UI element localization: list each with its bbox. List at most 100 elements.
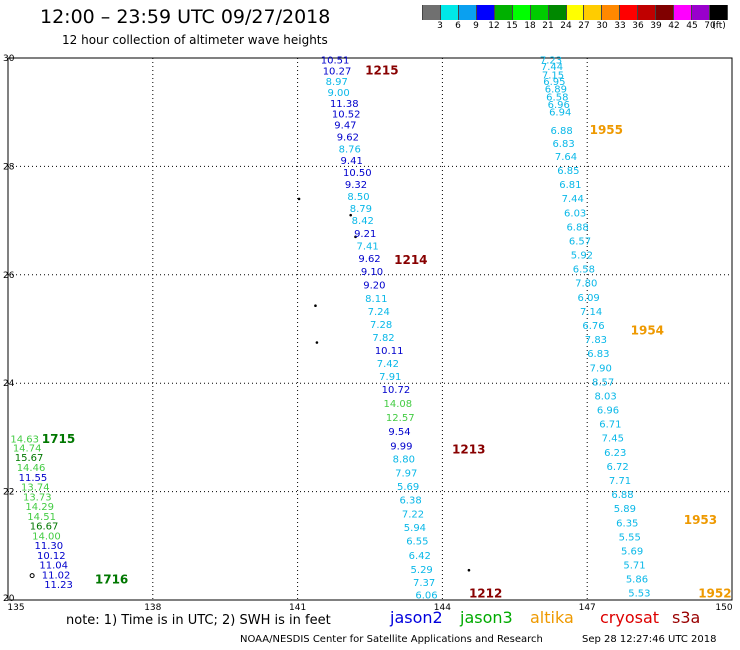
wave-height-label: 7.24: [368, 307, 390, 318]
y-tick-label: 22: [3, 488, 14, 498]
wave-height-label: 8.76: [339, 144, 361, 155]
colorbar-tick-label: 21: [542, 21, 554, 31]
colorbar-tick-label: 15: [506, 21, 518, 31]
wave-height-label: 14.63: [10, 434, 39, 445]
wave-height-label: 7.44: [541, 62, 563, 73]
legend-jason2: jason2: [390, 608, 443, 627]
island-marker: [467, 568, 471, 572]
wave-height-label: 9.32: [345, 180, 367, 191]
wave-height-label: 5.69: [621, 546, 643, 557]
colorbar-cell: [620, 5, 639, 20]
island-marker: [315, 341, 319, 344]
wave-height-label: 6.23: [604, 448, 626, 459]
map-frame: [7, 57, 733, 601]
wave-height-label: 6.72: [607, 462, 629, 473]
colorbar-cell: [584, 5, 603, 20]
wave-height-label: 6.58: [573, 265, 595, 276]
wave-height-label: 7.14: [580, 307, 602, 318]
wave-height-label: 6.88: [551, 126, 573, 137]
track-time-label: 1955: [590, 123, 623, 137]
wave-height-label: 6.88: [611, 490, 633, 501]
track-time-label: 1952: [698, 586, 731, 600]
track-time-label: 1716: [95, 573, 128, 587]
track-time-label: 1953: [684, 513, 717, 527]
wave-height-label: 10.27: [323, 66, 352, 77]
colorbar-cell: [674, 5, 693, 20]
wave-height-label: 13.74: [21, 483, 50, 494]
wave-height-label: 6.38: [399, 496, 421, 507]
wave-height-label: 7.23: [540, 55, 562, 66]
wave-height-label: 6.83: [587, 349, 609, 360]
colorbar-tick-label: 36: [632, 21, 644, 31]
colorbar-tick-label: 27: [578, 21, 590, 31]
colorbar-cell: [638, 5, 657, 20]
wave-height-label: 7.90: [590, 363, 612, 374]
wave-height-label: 14.00: [32, 531, 61, 542]
legend-jason3: jason3: [460, 608, 513, 627]
wave-height-label: 14.74: [13, 443, 42, 454]
wave-height-label: 12.57: [386, 413, 415, 424]
wave-height-label: 11.04: [39, 561, 68, 572]
wave-height-label: 9.21: [354, 229, 376, 240]
wave-height-label: 7.83: [585, 335, 607, 346]
wave-height-label: 7.41: [356, 241, 378, 252]
island-marker: [297, 197, 301, 201]
wave-height-label: 7.71: [609, 476, 631, 487]
wave-height-label: 9.20: [363, 280, 385, 291]
map-title: 12:00 – 23:59 UTC 09/27/2018: [40, 6, 331, 28]
wave-height-label: 6.71: [599, 420, 621, 431]
wave-height-label: 9.47: [334, 120, 356, 131]
wave-height-label: 8.97: [326, 77, 348, 88]
generated-timestamp: Sep 28 12:27:46 UTC 2018: [582, 634, 717, 645]
x-tick-label: 135: [7, 603, 24, 613]
colorbar-tick-label: 33: [614, 21, 626, 31]
wave-height-label: 5.71: [623, 561, 645, 572]
wave-height-label: 11.55: [19, 473, 48, 484]
wave-height-label: 8.42: [352, 216, 374, 227]
wave-height-label: 6.89: [545, 85, 567, 96]
wave-height-label: 11.30: [35, 541, 64, 552]
colorbar-cell: [512, 5, 531, 20]
colorbar-cell: [710, 5, 728, 20]
y-tick-label: 28: [3, 162, 15, 172]
wave-height-label: 6.55: [406, 537, 428, 548]
wave-height-label: 16.67: [30, 522, 59, 533]
wave-height-label: 11.02: [42, 570, 71, 581]
colorbar-tick-label: 12: [488, 21, 500, 31]
footer-note: note: 1) Time is in UTC; 2) SWH is in fe…: [66, 613, 331, 628]
wave-height-label: 7.97: [395, 468, 417, 479]
colorbar-ticks: 3 6 9 12 15 18 21 24 27 30 33 36 39 42 45 70 (ft): [422, 21, 728, 35]
wave-height-label: 8.50: [347, 192, 369, 203]
wave-height-label: 6.95: [543, 77, 565, 88]
colorbar-tick-label: 18: [524, 21, 536, 31]
track-time-label: 1954: [631, 323, 664, 337]
wave-height-label: 7.44: [562, 194, 584, 205]
colorbar-cell: [494, 5, 513, 20]
wave-height-label: 5.53: [628, 589, 650, 600]
colorbar-tick-label: 39: [650, 21, 662, 31]
wave-height-label: 7.80: [575, 279, 597, 290]
wave-height-label: 9.41: [341, 156, 363, 167]
wave-height-label: 7.45: [602, 434, 624, 445]
wave-height-label: 8.79: [350, 204, 372, 215]
x-tick-label: 147: [579, 603, 596, 613]
colorbar-cell: [440, 5, 459, 20]
colorbar-tick-label: 42: [668, 21, 680, 31]
wave-height-label: 10.11: [375, 346, 404, 357]
wave-height-label: 8.11: [365, 294, 387, 305]
wave-height-label: 10.50: [343, 168, 372, 179]
wave-height-label: 6.42: [409, 551, 431, 562]
legend-altika: altika: [530, 608, 574, 627]
colorbar-cell: [530, 5, 549, 20]
island-marker: [314, 304, 317, 307]
wave-height-label: 13.73: [23, 492, 52, 503]
wave-height-label: 9.62: [337, 132, 359, 143]
wave-height-label: 11.38: [330, 99, 359, 110]
track-time-label: 1215: [365, 63, 398, 77]
colorbar-tick-label: 45: [686, 21, 698, 31]
colorbar-tick-label: 3: [437, 21, 443, 31]
colorbar-cell: [548, 5, 567, 20]
colorbar: [422, 5, 728, 20]
wave-height-label: 6.57: [569, 236, 591, 247]
